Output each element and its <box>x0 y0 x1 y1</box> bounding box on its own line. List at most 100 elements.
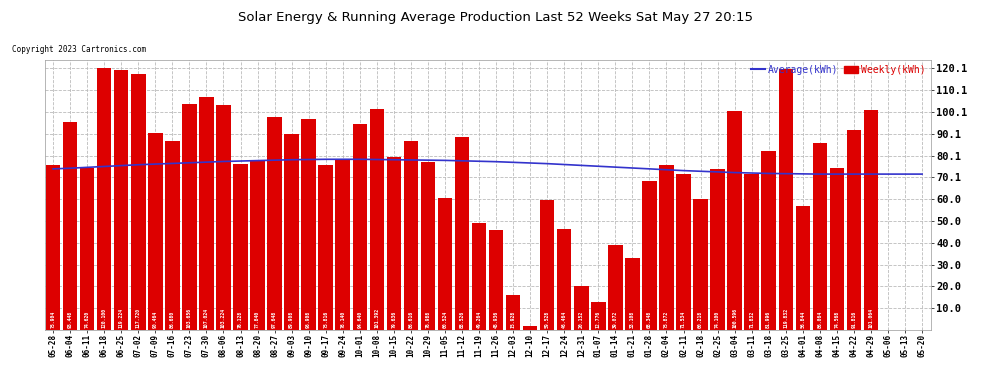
Bar <box>676 174 691 330</box>
Text: 75.872: 75.872 <box>664 310 669 328</box>
Bar <box>523 326 538 330</box>
Text: 15.928: 15.928 <box>511 310 516 328</box>
Bar <box>830 168 844 330</box>
Text: Copyright 2023 Cartronics.com: Copyright 2023 Cartronics.com <box>12 45 146 54</box>
Text: 79.636: 79.636 <box>391 310 396 328</box>
Text: 96.908: 96.908 <box>306 310 311 328</box>
Bar <box>284 134 299 330</box>
Text: 120.100: 120.100 <box>102 308 107 328</box>
Bar <box>148 133 162 330</box>
Bar <box>352 124 367 330</box>
Bar <box>608 245 623 330</box>
Bar <box>796 206 810 330</box>
Text: 75.904: 75.904 <box>50 310 55 328</box>
Text: 39.072: 39.072 <box>613 310 618 328</box>
Text: 107.024: 107.024 <box>204 308 209 328</box>
Text: 56.844: 56.844 <box>800 310 805 328</box>
Bar <box>421 162 436 330</box>
Bar <box>369 109 384 330</box>
Bar <box>643 181 656 330</box>
Bar <box>165 141 179 330</box>
Text: 33.108: 33.108 <box>630 310 635 328</box>
Bar <box>574 286 588 330</box>
Text: 81.996: 81.996 <box>766 310 771 328</box>
Bar <box>250 160 264 330</box>
Bar <box>387 157 401 330</box>
Bar <box>301 119 316 330</box>
Text: 103.656: 103.656 <box>187 308 192 328</box>
Bar <box>659 165 674 330</box>
Text: 59.528: 59.528 <box>544 310 549 328</box>
Text: 49.264: 49.264 <box>476 310 481 328</box>
Text: 119.832: 119.832 <box>783 308 788 328</box>
Bar <box>63 122 77 330</box>
Bar <box>319 165 333 330</box>
Bar <box>114 70 129 330</box>
Bar <box>557 229 571 330</box>
Bar <box>80 168 94 330</box>
Text: 71.534: 71.534 <box>681 310 686 328</box>
Text: 45.936: 45.936 <box>494 310 499 328</box>
Text: 86.064: 86.064 <box>818 310 823 328</box>
Bar <box>591 302 606 330</box>
Text: 20.152: 20.152 <box>579 310 584 328</box>
Bar <box>404 141 418 330</box>
Bar <box>438 198 452 330</box>
Text: 101.064: 101.064 <box>868 308 873 328</box>
Text: 76.988: 76.988 <box>426 310 431 328</box>
Bar <box>863 110 878 330</box>
Text: 60.218: 60.218 <box>698 310 703 328</box>
Bar <box>846 130 861 330</box>
Bar <box>778 69 793 330</box>
Bar <box>540 200 554 330</box>
Text: 75.816: 75.816 <box>323 310 329 328</box>
Bar <box>813 142 827 330</box>
Bar <box>267 117 282 330</box>
Bar <box>336 160 350 330</box>
Bar <box>693 199 708 330</box>
Bar <box>199 97 214 330</box>
Legend: Average(kWh), Weekly(kWh): Average(kWh), Weekly(kWh) <box>750 65 926 75</box>
Text: 94.640: 94.640 <box>357 310 362 328</box>
Text: 71.832: 71.832 <box>749 310 754 328</box>
Bar <box>454 137 469 330</box>
Text: 12.776: 12.776 <box>596 310 601 328</box>
Text: 90.464: 90.464 <box>152 310 157 328</box>
Text: 68.348: 68.348 <box>646 310 652 328</box>
Bar <box>472 223 486 330</box>
Text: Solar Energy & Running Average Production Last 52 Weeks Sat May 27 20:15: Solar Energy & Running Average Productio… <box>238 11 752 24</box>
Text: 119.224: 119.224 <box>119 308 124 328</box>
Text: 74.620: 74.620 <box>85 310 90 328</box>
Text: 95.448: 95.448 <box>67 310 72 328</box>
Text: 46.464: 46.464 <box>561 310 566 328</box>
Text: 89.908: 89.908 <box>289 310 294 328</box>
Bar <box>625 258 640 330</box>
Text: 86.616: 86.616 <box>409 310 414 328</box>
Bar <box>97 69 112 330</box>
Text: 91.816: 91.816 <box>851 310 856 328</box>
Text: 76.128: 76.128 <box>238 310 243 328</box>
Text: 74.100: 74.100 <box>715 310 720 328</box>
Text: 78.140: 78.140 <box>341 310 346 328</box>
Bar <box>489 230 503 330</box>
Bar <box>761 152 776 330</box>
Bar <box>728 111 742 330</box>
Bar <box>182 104 197 330</box>
Text: 74.568: 74.568 <box>835 310 840 328</box>
Text: 60.524: 60.524 <box>443 310 447 328</box>
Text: 117.720: 117.720 <box>136 308 141 328</box>
Bar <box>506 296 521 330</box>
Bar <box>711 169 725 330</box>
Text: 101.392: 101.392 <box>374 308 379 328</box>
Bar <box>744 174 759 330</box>
Text: 100.596: 100.596 <box>733 308 738 328</box>
Text: 86.680: 86.680 <box>170 310 175 328</box>
Bar <box>131 74 146 330</box>
Bar <box>216 105 231 330</box>
Bar <box>234 164 248 330</box>
Text: 103.224: 103.224 <box>221 308 226 328</box>
Text: 88.526: 88.526 <box>459 310 464 328</box>
Text: 77.840: 77.840 <box>255 310 260 328</box>
Text: 97.648: 97.648 <box>272 310 277 328</box>
Bar <box>46 165 60 330</box>
